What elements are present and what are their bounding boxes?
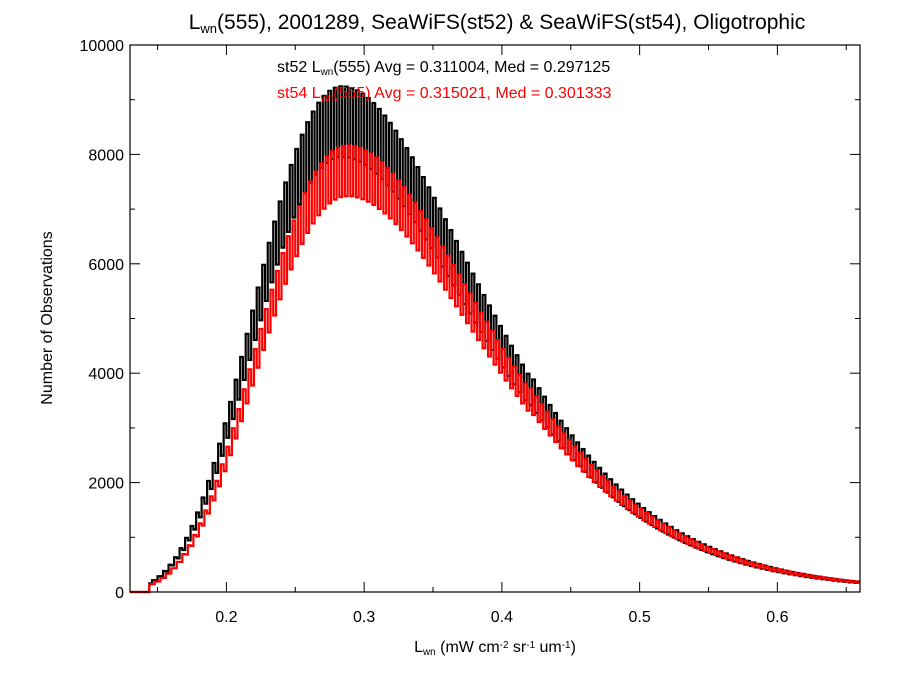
plot-area: 0.2 0.3 0.4 0.5 0.6 0 2000 4000 6000 8000 10000 st5… [80,38,861,626]
histogram-st54 [130,144,860,594]
stat-annotation-st52: st52 Lwn(555) Avg = 0.311004, Med = 0.29… [277,59,610,78]
plot-frame [129,44,861,593]
y-tick-label: 4000 [88,366,124,383]
y-axis-label: Number of Observations [39,231,56,404]
x-tick-label: 0.3 [353,609,375,626]
x-tick-label: 0.2 [215,609,237,626]
y-tick-label: 10000 [80,38,125,55]
stat-annotation-st54: st54 Lwn(555) Avg = 0.315021, Med = 0.30… [277,85,612,104]
x-tick-label: 0.4 [491,609,513,626]
x-tick-label: 0.6 [766,609,788,626]
x-axis-label: Lwn (mW cm-2 sr-1 um-1) [414,639,576,658]
histogram-st52 [130,85,860,594]
x-tick-label: 0.5 [628,609,650,626]
y-tick-label: 2000 [88,476,124,493]
chart-title: Lwn(555), 2001289, SeaWiFS(st52) & SeaWi… [189,11,806,36]
y-tick-label: 0 [115,585,124,602]
y-tick-label: 8000 [88,147,124,164]
y-tick-label: 6000 [88,257,124,274]
